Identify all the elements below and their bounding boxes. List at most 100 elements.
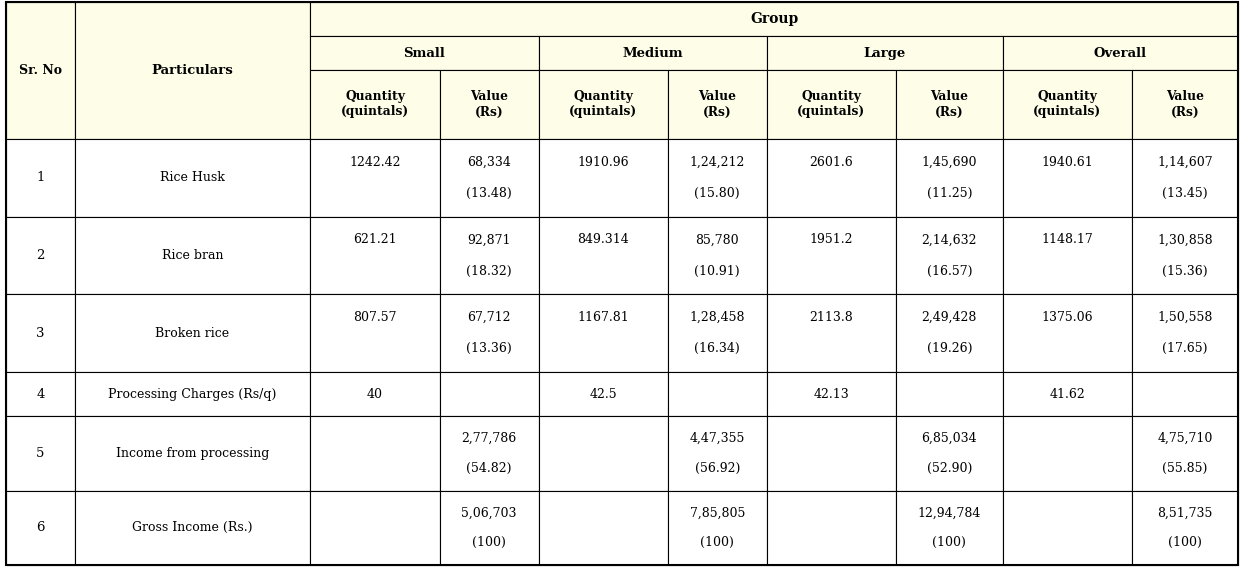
Text: 1167.81: 1167.81: [578, 311, 630, 324]
Text: (13.45): (13.45): [1163, 187, 1208, 200]
Bar: [539, 70, 668, 139]
Text: 1,24,212: 1,24,212: [689, 155, 745, 168]
Text: 1: 1: [36, 171, 45, 184]
Bar: [539, 416, 668, 490]
Bar: [1131, 490, 1238, 565]
Text: Small: Small: [404, 46, 446, 60]
Bar: [539, 294, 668, 373]
Bar: [1131, 70, 1238, 139]
Text: 2,14,632: 2,14,632: [922, 234, 977, 247]
Text: 68,334: 68,334: [467, 155, 512, 168]
Bar: [440, 217, 539, 294]
Text: Rice bran: Rice bran: [161, 249, 224, 262]
Text: Particulars: Particulars: [152, 64, 233, 77]
Bar: [75, 490, 310, 565]
Text: 4: 4: [36, 387, 45, 400]
Bar: [1131, 217, 1238, 294]
Bar: [1002, 217, 1131, 294]
Bar: [668, 70, 766, 139]
Text: 1148.17: 1148.17: [1041, 234, 1093, 247]
Text: 12,94,784: 12,94,784: [918, 506, 981, 519]
Text: 42.5: 42.5: [590, 387, 617, 400]
Text: Overall: Overall: [1094, 46, 1146, 60]
Text: (15.36): (15.36): [1163, 265, 1208, 277]
Text: (52.90): (52.90): [927, 462, 972, 475]
Text: 41.62: 41.62: [1049, 387, 1086, 400]
Text: 1,28,458: 1,28,458: [689, 311, 745, 324]
Bar: [440, 490, 539, 565]
Bar: [310, 139, 440, 217]
Bar: [895, 490, 1002, 565]
Bar: [75, 416, 310, 490]
Bar: [440, 373, 539, 416]
Bar: [6, 294, 75, 373]
Text: Quantity
(quintals): Quantity (quintals): [797, 91, 866, 119]
Bar: [895, 70, 1002, 139]
Text: Quantity
(quintals): Quantity (quintals): [342, 91, 409, 119]
Bar: [539, 373, 668, 416]
Bar: [766, 373, 895, 416]
Text: (100): (100): [472, 536, 505, 549]
Text: Value
(Rs): Value (Rs): [930, 91, 969, 119]
Text: 621.21: 621.21: [353, 234, 397, 247]
Text: (15.80): (15.80): [694, 187, 740, 200]
Bar: [75, 2, 310, 139]
Bar: [1131, 373, 1238, 416]
Bar: [1002, 70, 1131, 139]
Bar: [440, 294, 539, 373]
Text: Broken rice: Broken rice: [155, 327, 230, 340]
Text: Rice Husk: Rice Husk: [160, 171, 225, 184]
Bar: [310, 416, 440, 490]
Text: (100): (100): [700, 536, 734, 549]
Bar: [440, 416, 539, 490]
Text: Processing Charges (Rs/q): Processing Charges (Rs/q): [108, 387, 277, 400]
Bar: [440, 139, 539, 217]
Bar: [6, 2, 75, 139]
Bar: [1002, 490, 1131, 565]
Bar: [668, 294, 766, 373]
Bar: [668, 139, 766, 217]
Text: 67,712: 67,712: [467, 311, 510, 324]
Bar: [6, 139, 75, 217]
Bar: [310, 373, 440, 416]
Bar: [75, 373, 310, 416]
Text: 1242.42: 1242.42: [349, 155, 401, 168]
Bar: [895, 139, 1002, 217]
Bar: [440, 70, 539, 139]
Bar: [539, 217, 668, 294]
Text: (13.48): (13.48): [466, 187, 512, 200]
Bar: [766, 36, 1002, 70]
Text: (18.32): (18.32): [466, 265, 512, 277]
Bar: [766, 217, 895, 294]
Text: 85,780: 85,780: [696, 234, 739, 247]
Text: (55.85): (55.85): [1163, 462, 1207, 475]
Bar: [766, 70, 895, 139]
Bar: [310, 2, 1238, 36]
Bar: [668, 416, 766, 490]
Bar: [310, 36, 539, 70]
Bar: [75, 139, 310, 217]
Text: (100): (100): [1167, 536, 1202, 549]
Text: 7,85,805: 7,85,805: [689, 506, 745, 519]
Text: (54.82): (54.82): [467, 462, 512, 475]
Text: Sr. No: Sr. No: [19, 64, 62, 77]
Text: 1951.2: 1951.2: [810, 234, 853, 247]
Text: 807.57: 807.57: [353, 311, 396, 324]
Text: 2,49,428: 2,49,428: [922, 311, 977, 324]
Text: (56.92): (56.92): [694, 462, 740, 475]
Text: 1,14,607: 1,14,607: [1158, 155, 1213, 168]
Text: 4,47,355: 4,47,355: [689, 431, 745, 445]
Bar: [6, 490, 75, 565]
Text: 1375.06: 1375.06: [1041, 311, 1093, 324]
Bar: [539, 490, 668, 565]
Text: 3: 3: [36, 327, 45, 340]
Bar: [766, 416, 895, 490]
Text: (17.65): (17.65): [1163, 342, 1207, 356]
Text: Value
(Rs): Value (Rs): [1166, 91, 1203, 119]
Bar: [539, 36, 766, 70]
Bar: [6, 416, 75, 490]
Text: Gross Income (Rs.): Gross Income (Rs.): [133, 522, 253, 535]
Bar: [766, 294, 895, 373]
Text: 2,77,786: 2,77,786: [462, 431, 517, 445]
Text: (16.34): (16.34): [694, 342, 740, 356]
